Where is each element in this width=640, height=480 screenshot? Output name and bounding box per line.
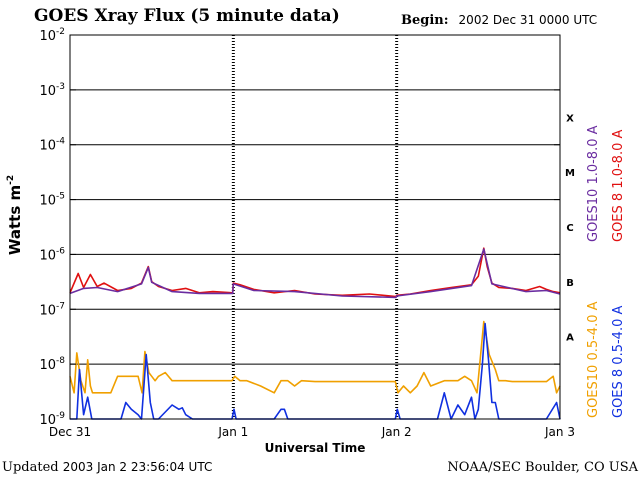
series-line xyxy=(69,247,561,298)
flare-class-label: X xyxy=(566,113,574,124)
updated-value: 2003 Jan 2 23:56:04 UTC xyxy=(62,460,213,474)
chart-grid xyxy=(70,35,560,419)
flare-class-labels: X M C B A xyxy=(565,113,575,343)
begin-label: Begin: xyxy=(401,13,449,28)
x-tick-labels: Dec 31 Jan 1 Jan 2 Jan 3 xyxy=(49,425,575,439)
y-tick-label: 10-7 xyxy=(39,301,65,318)
legend-short-wave-g8: GOES 8 0.5-4.0 A xyxy=(611,306,626,418)
series-line xyxy=(69,248,561,299)
y-tick-label: 10-6 xyxy=(39,246,65,263)
begin-timestamp: Begin: 2002 Dec 31 0000 UTC xyxy=(401,13,597,28)
chart-title: GOES Xray Flux (5 minute data) xyxy=(34,6,340,26)
y-axis-label: Watts m-2 xyxy=(6,175,24,255)
y-tick-label: 10-4 xyxy=(39,137,65,154)
svg-text:Watts m-2: Watts m-2 xyxy=(6,175,24,255)
series-line xyxy=(70,322,561,420)
legend-short-wave: GOES10 0.5-4.0 A xyxy=(586,301,601,418)
y-tick-label: 10-2 xyxy=(39,27,65,44)
credit-text: NOAA/SEC Boulder, CO USA xyxy=(447,460,638,475)
x-tick-label: Jan 2 xyxy=(381,425,412,439)
x-tick-label: Jan 1 xyxy=(217,425,248,439)
y-tick-label: 10-8 xyxy=(39,356,65,373)
series-line xyxy=(69,320,561,394)
legend-goes8-short: GOES 8 0.5-4.0 A xyxy=(611,306,626,418)
flare-class-label: B xyxy=(566,278,574,289)
legend-goes8-long: GOES 8 1.0-8.0 A xyxy=(611,130,626,242)
legend-long-wave: GOES10 1.0-8.0 A xyxy=(586,125,601,242)
legend-goes10-short: GOES10 0.5-4.0 A xyxy=(586,301,601,418)
updated-label: Updated xyxy=(2,460,59,475)
updated-timestamp: Updated 2003 Jan 2 23:56:04 UTC xyxy=(2,460,212,475)
y-tick-label: 10-9 xyxy=(39,411,65,428)
y-axis-label-text: Watts m xyxy=(6,185,24,255)
flare-class-label: A xyxy=(566,333,574,344)
chart-series xyxy=(69,247,561,420)
flare-class-label: M xyxy=(565,168,575,179)
flare-class-label: C xyxy=(566,223,573,234)
y-tick-labels: 10-2 10-3 10-4 10-5 10-6 10-7 10-8 10-9 xyxy=(39,27,560,428)
y-axis-label-sup: -2 xyxy=(6,175,16,185)
y-tick-label: 10-5 xyxy=(39,192,65,209)
legend-goes10-long: GOES10 1.0-8.0 A xyxy=(586,125,601,242)
x-tick-label: Jan 3 xyxy=(544,425,575,439)
y-tick-label: 10-3 xyxy=(39,82,65,99)
legend-long-wave-g8: GOES 8 1.0-8.0 A xyxy=(611,130,626,242)
x-tick-label: Dec 31 xyxy=(49,425,91,439)
plot-frame xyxy=(69,34,561,420)
x-axis-label: Universal Time xyxy=(265,441,366,455)
begin-value: 2002 Dec 31 0000 UTC xyxy=(458,13,598,27)
